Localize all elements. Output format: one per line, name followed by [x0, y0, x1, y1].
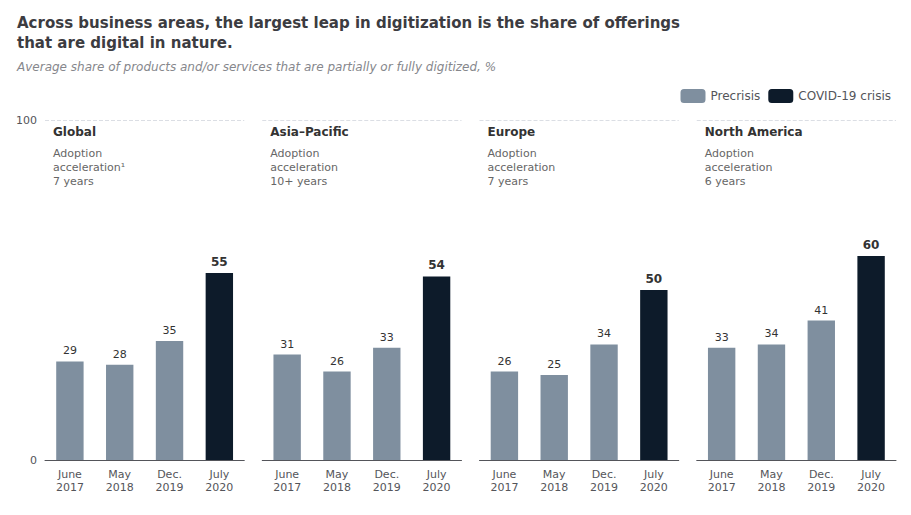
svg-text:25: 25	[547, 358, 561, 371]
svg-text:May: May	[543, 468, 566, 481]
svg-text:July: July	[426, 468, 447, 481]
svg-text:acceleration¹: acceleration¹	[53, 161, 125, 174]
svg-text:31: 31	[280, 338, 294, 351]
svg-text:2020: 2020	[857, 481, 885, 494]
svg-text:26: 26	[330, 355, 344, 368]
svg-text:Dec.: Dec.	[592, 468, 617, 481]
svg-text:Adoption: Adoption	[270, 147, 319, 160]
svg-text:June: June	[57, 468, 82, 481]
svg-text:10+ years: 10+ years	[270, 175, 327, 188]
svg-text:acceleration: acceleration	[488, 161, 556, 174]
svg-text:28: 28	[113, 348, 127, 361]
svg-text:May: May	[760, 468, 783, 481]
svg-text:33: 33	[715, 331, 729, 344]
svg-text:COVID-19 crisis: COVID-19 crisis	[798, 89, 891, 103]
svg-text:60: 60	[863, 238, 880, 252]
svg-text:Average share of products and/: Average share of products and/or service…	[16, 60, 496, 74]
svg-text:that are digital in nature.: that are digital in nature.	[17, 34, 233, 52]
svg-text:2019: 2019	[590, 481, 618, 494]
svg-text:June: June	[274, 468, 299, 481]
svg-text:2019: 2019	[807, 481, 835, 494]
svg-text:54: 54	[428, 258, 445, 272]
svg-text:acceleration: acceleration	[270, 161, 338, 174]
svg-text:34: 34	[597, 327, 611, 340]
svg-text:North America: North America	[705, 125, 803, 139]
svg-text:Adoption: Adoption	[488, 147, 537, 160]
svg-text:34: 34	[764, 327, 778, 340]
svg-text:Dec.: Dec.	[809, 468, 834, 481]
svg-text:2018: 2018	[540, 481, 568, 494]
svg-text:100: 100	[16, 114, 37, 127]
svg-text:Europe: Europe	[488, 125, 536, 139]
svg-text:July: July	[860, 468, 881, 481]
svg-text:2018: 2018	[757, 481, 785, 494]
svg-text:May: May	[326, 468, 349, 481]
svg-text:7 years: 7 years	[53, 175, 94, 188]
svg-text:0: 0	[30, 454, 37, 467]
svg-text:June: June	[709, 468, 734, 481]
svg-text:33: 33	[380, 331, 394, 344]
svg-text:acceleration: acceleration	[705, 161, 773, 174]
svg-text:2018: 2018	[323, 481, 351, 494]
svg-text:6 years: 6 years	[705, 175, 746, 188]
svg-text:2019: 2019	[373, 481, 401, 494]
svg-text:Asia–Pacific: Asia–Pacific	[270, 125, 348, 139]
svg-text:2017: 2017	[708, 481, 736, 494]
svg-text:2017: 2017	[56, 481, 84, 494]
svg-text:2019: 2019	[156, 481, 184, 494]
svg-text:26: 26	[497, 355, 511, 368]
svg-text:2017: 2017	[490, 481, 518, 494]
svg-text:Dec.: Dec.	[374, 468, 399, 481]
svg-text:2018: 2018	[106, 481, 134, 494]
svg-text:July: July	[643, 468, 664, 481]
svg-text:Precrisis: Precrisis	[711, 89, 761, 103]
svg-text:35: 35	[163, 324, 177, 337]
svg-text:55: 55	[211, 255, 228, 269]
svg-text:2020: 2020	[640, 481, 668, 494]
svg-text:Across business areas, the lar: Across business areas, the largest leap …	[17, 14, 680, 32]
svg-text:Global: Global	[53, 125, 96, 139]
svg-text:29: 29	[63, 344, 77, 357]
svg-text:Dec.: Dec.	[157, 468, 182, 481]
svg-text:Adoption: Adoption	[53, 147, 102, 160]
svg-text:Adoption: Adoption	[705, 147, 754, 160]
svg-text:41: 41	[814, 304, 828, 317]
svg-text:May: May	[108, 468, 131, 481]
svg-text:50: 50	[645, 272, 662, 286]
svg-text:2020: 2020	[423, 481, 451, 494]
svg-text:2017: 2017	[273, 481, 301, 494]
svg-text:July: July	[208, 468, 229, 481]
svg-text:June: June	[491, 468, 516, 481]
svg-text:7 years: 7 years	[488, 175, 529, 188]
svg-text:2020: 2020	[205, 481, 233, 494]
